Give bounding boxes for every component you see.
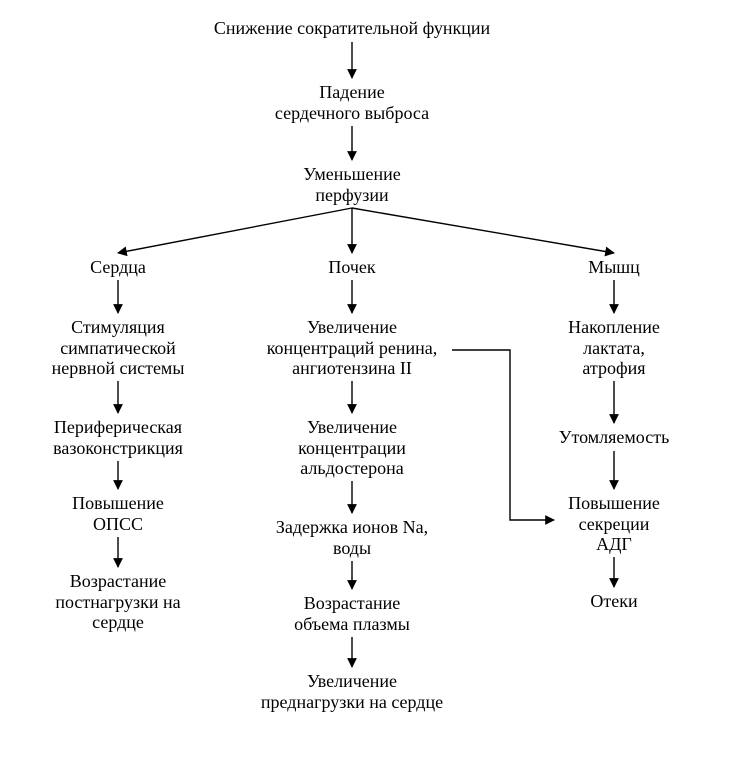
- flowchart-node-k3: Задержка ионов Na, воды: [276, 517, 428, 558]
- flowchart-node-n_kidney: Почек: [328, 257, 375, 278]
- flowchart-node-k1: Увеличение концентраций ренина, ангиотен…: [267, 317, 438, 379]
- flowchart-node-k5: Увеличение преднагрузки на сердце: [261, 671, 443, 712]
- flowchart-node-k4: Возрастание объема плазмы: [294, 593, 410, 634]
- flowchart-node-n_muscle: Мышц: [588, 257, 640, 278]
- flowchart-node-h3: Повышение ОПСС: [72, 493, 164, 534]
- flowchart-node-m3: Повышение секреции АДГ: [568, 493, 660, 555]
- flowchart-node-h2: Периферическая вазоконстрикция: [53, 417, 183, 458]
- flowchart-stage: Снижение сократительной функции Падение с…: [0, 0, 745, 768]
- flowchart-node-n_fall: Падение сердечного выброса: [275, 82, 429, 123]
- flowchart-node-n_top: Снижение сократительной функции: [214, 18, 490, 39]
- flowchart-node-m1: Накопление лактата, атрофия: [568, 317, 660, 379]
- flowchart-node-n_perf: Уменьшение перфузии: [303, 164, 401, 205]
- flowchart-node-h4: Возрастание постнагрузки на сердце: [55, 571, 180, 633]
- flowchart-node-n_heart: Сердца: [90, 257, 146, 278]
- flowchart-node-h1: Стимуляция симпатической нервной системы: [52, 317, 185, 379]
- flowchart-node-m2: Утомляемость: [559, 427, 670, 448]
- flowchart-node-m4: Отеки: [590, 591, 637, 612]
- flowchart-node-k2: Увеличение концентрации альдостерона: [298, 417, 406, 479]
